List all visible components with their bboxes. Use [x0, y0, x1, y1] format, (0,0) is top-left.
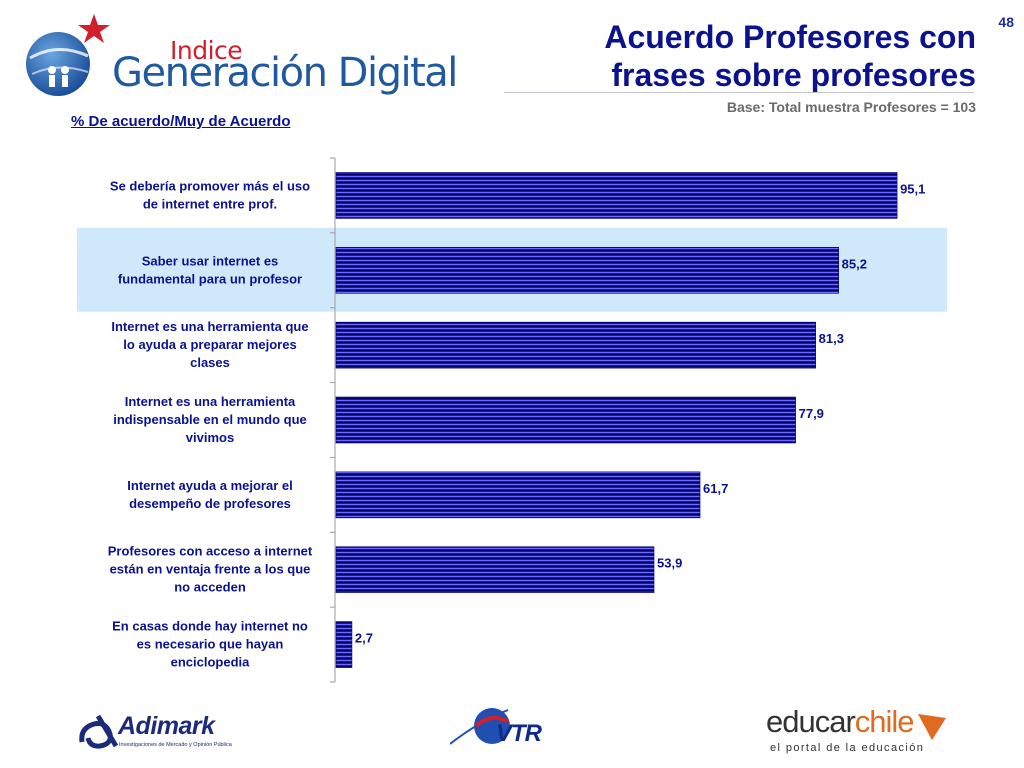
adimark-tagline: Investigaciones de Mercado y Opinión Púb… [119, 742, 232, 748]
vtr-logo: VTR [450, 704, 575, 750]
category-label: desempeño de profesores [129, 496, 291, 511]
title-divider [504, 92, 974, 93]
category-label: Saber usar internet es [142, 253, 279, 268]
data-label: 77,9 [799, 406, 824, 421]
bar [335, 396, 796, 444]
bar [335, 471, 701, 519]
category-label: lo ayuda a preparar mejores [123, 337, 296, 352]
globe-star-icon [26, 14, 110, 96]
category-label: vivimos [186, 430, 234, 445]
bar [335, 246, 839, 294]
page-number: 48 [998, 14, 1014, 30]
bar [335, 621, 353, 668]
category-label: enciclopedia [171, 655, 251, 670]
bar [335, 321, 816, 369]
category-label: fundamental para un profesor [118, 271, 302, 286]
indice-generacion-digital-logo: Indice Generación Digital [22, 12, 472, 102]
adimark-symbol-icon [79, 714, 119, 749]
data-label: 85,2 [842, 256, 867, 271]
category-label: Profesores con acceso a internet [108, 544, 313, 559]
logo-indice-text: Indice [170, 36, 243, 65]
vtr-name: VTR [496, 720, 542, 747]
educarchile-tagline: el portal de la educación [770, 742, 925, 754]
bar [335, 172, 898, 219]
page-title: Acuerdo Profesores con frases sobre prof… [604, 18, 976, 94]
educar-word: educar [766, 704, 856, 739]
base-subtitle: Base: Total muestra Profesores = 103 [726, 99, 976, 115]
category-label: En casas donde hay internet no [112, 619, 308, 634]
page-title-line-1: Acuerdo Profesores con [604, 19, 976, 55]
educarchile-arrow-icon [918, 714, 946, 740]
category-label: Internet es una herramienta que [111, 319, 308, 334]
category-label: están en ventaja frente a los que [110, 562, 311, 577]
adimark-logo: Adimark Investigaciones de Mercado y Opi… [76, 712, 232, 754]
page-title-line-2: frases sobre profesores [611, 57, 976, 93]
category-label: indispensable en el mundo que [113, 412, 307, 427]
adimark-name: Adimark [118, 712, 215, 740]
vtr-globe-icon [450, 708, 510, 745]
category-label: Se debería promover más el uso [110, 178, 310, 193]
category-label: no acceden [174, 580, 246, 595]
educarchile-wordmark: educarchile [766, 704, 915, 740]
data-label: 61,7 [703, 481, 728, 496]
category-label: Internet es una herramienta [125, 394, 296, 409]
category-label: Internet ayuda a mejorar el [127, 478, 292, 493]
data-label: 95,1 [900, 181, 925, 196]
logo-generacion-digital-text: Generación Digital [112, 50, 458, 96]
data-label: 81,3 [819, 331, 844, 346]
data-label: 53,9 [657, 556, 682, 571]
category-label: de internet entre prof. [143, 196, 277, 211]
data-label: 2,7 [355, 631, 373, 646]
category-label: clases [190, 355, 230, 370]
chart-measure-label: % De acuerdo/Muy de Acuerdo [71, 113, 291, 130]
educarchile-logo: educarchile el portal de la educación [766, 704, 956, 758]
category-label: es necesario que hayan [137, 637, 284, 652]
bar [335, 546, 655, 594]
chile-word: chile [854, 704, 915, 739]
